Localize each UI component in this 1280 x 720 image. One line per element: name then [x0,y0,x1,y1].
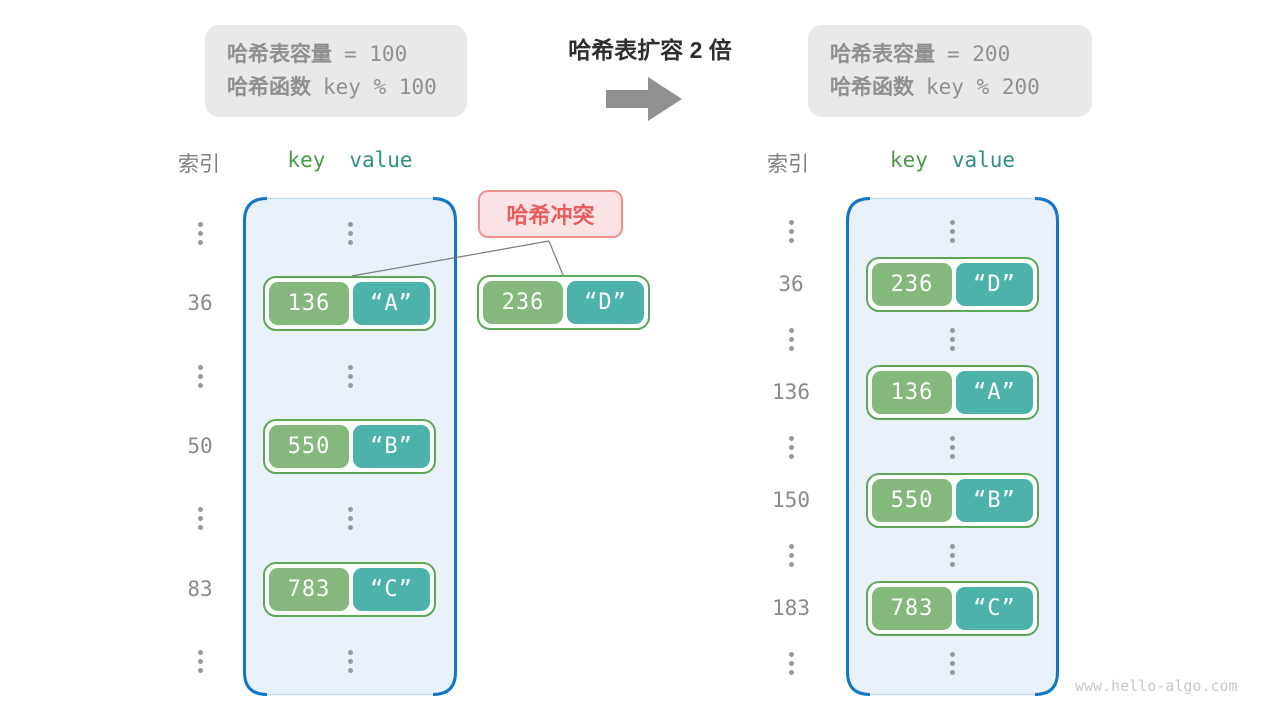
pair-key: 783 [269,568,349,611]
key-header: key [287,148,326,172]
capacity-label: 哈希表容量 [830,43,935,66]
pair-value: “B” [955,479,1033,522]
ellipsis-dots [347,222,353,245]
before-capacity-box: 哈希表容量 = 100 哈希函数 key % 100 [205,25,467,117]
key-header: key [889,148,928,172]
capacity-line: 哈希表容量 = 200 [830,38,1092,71]
capacity-value: = 100 [344,42,408,66]
ellipsis-dots [788,220,794,243]
pair-key: 550 [872,479,952,522]
hash-collision-badge: 哈希冲突 [478,190,623,238]
after-index-header: 索引 [767,153,809,176]
pair-236-D-colliding: 236 “D” [477,275,650,330]
ellipsis-dots [788,544,794,567]
pair-key: 550 [269,425,349,468]
ellipsis-dots [347,365,353,388]
capacity-line: 哈希表容量 = 100 [227,38,467,71]
expand-title: 哈希表扩容 2 倍 [568,37,732,63]
hash-fn-label: 哈希函数 [227,76,311,99]
capacity-label: 哈希表容量 [227,43,332,66]
hash-fn-value: key % 100 [323,75,437,99]
ellipsis-dots [197,507,203,530]
capacity-value: = 200 [947,42,1011,66]
value-header: value [951,148,1016,172]
ellipsis-dots [949,328,955,351]
hash-fn-line: 哈希函数 key % 100 [227,71,467,104]
pair-value: “D” [955,263,1033,306]
index-label: 136 [772,380,810,404]
ellipsis-dots [788,328,794,351]
value-header: value [349,148,413,172]
ellipsis-dots [347,650,353,673]
pair-key: 136 [872,371,952,414]
hash-fn-label: 哈希函数 [830,76,914,99]
pair-783-C: 783 “C” [866,581,1039,636]
pair-value: “C” [352,568,430,611]
index-label: 36 [187,291,213,315]
ellipsis-dots [949,220,955,243]
pair-550-B: 550 “B” [866,473,1039,528]
ellipsis-dots [788,436,794,459]
pair-value: “A” [352,282,430,325]
pair-value: “B” [352,425,430,468]
index-label: 83 [187,577,213,601]
ellipsis-dots [347,507,353,530]
index-label: 36 [778,272,804,296]
after-capacity-box: 哈希表容量 = 200 哈希函数 key % 200 [808,25,1092,117]
pair-136-A: 136 “A” [866,365,1039,420]
pair-key: 236 [872,263,952,306]
right-arrow-icon [606,77,682,121]
hash-fn-line: 哈希函数 key % 200 [830,71,1092,104]
ellipsis-dots [949,652,955,675]
pair-136-A: 136 “A” [263,276,436,331]
pair-key: 136 [269,282,349,325]
ellipsis-dots [197,365,203,388]
pair-value: “D” [566,281,644,324]
after-kv-header: key value [846,148,1059,172]
ellipsis-dots [197,222,203,245]
ellipsis-dots [949,544,955,567]
pair-236-D: 236 “D” [866,257,1039,312]
pair-550-B: 550 “B” [263,419,436,474]
before-kv-header: key value [243,148,457,172]
ellipsis-dots [197,650,203,673]
ellipsis-dots [949,436,955,459]
pair-key: 236 [483,281,563,324]
pair-key: 783 [872,587,952,630]
index-label: 50 [187,434,213,458]
ellipsis-dots [788,652,794,675]
before-index-header: 索引 [178,153,220,176]
pair-783-C: 783 “C” [263,562,436,617]
pair-value: “A” [955,371,1033,414]
index-label: 150 [772,488,810,512]
pair-value: “C” [955,587,1033,630]
watermark: www.hello-algo.com [1075,677,1238,695]
index-label: 183 [772,596,810,620]
hash-fn-value: key % 200 [926,75,1040,99]
